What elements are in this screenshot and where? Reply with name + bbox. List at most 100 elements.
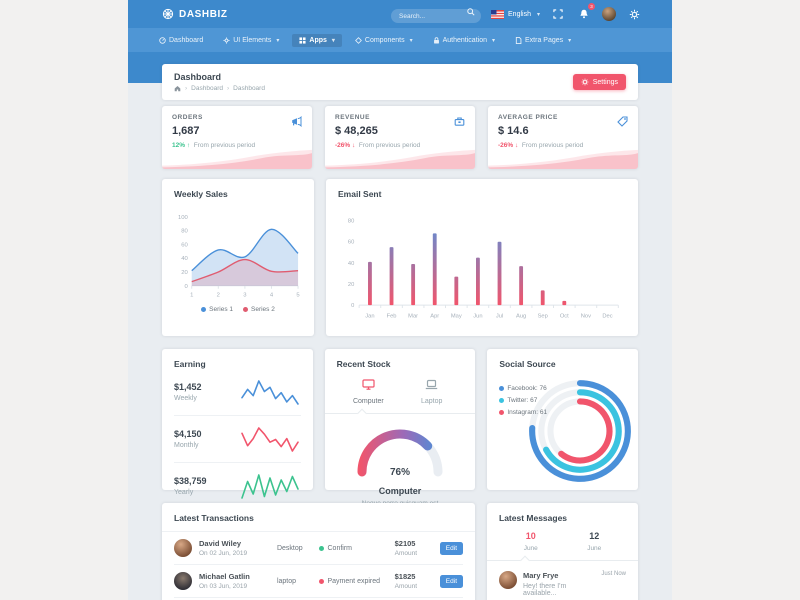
nav-label: Apps (309, 36, 327, 44)
notifications-button[interactable]: 3 (576, 3, 595, 22)
social-radial-chart (529, 380, 631, 483)
breadcrumb-separator (227, 85, 229, 92)
nav-item-ui-elements[interactable]: UI Elements (216, 34, 286, 47)
home-icon (174, 85, 181, 92)
svg-text:20: 20 (348, 282, 354, 288)
svg-text:Jun: Jun (473, 314, 482, 320)
nav-label: UI Elements (233, 36, 272, 44)
earning-amount: $4,150 (174, 429, 202, 440)
language-selector[interactable]: English (491, 9, 540, 19)
earning-row: $4,150 Monthly (174, 416, 301, 464)
stat-value: $ 48,265 (335, 125, 378, 137)
monthly-sparkline-chart (240, 427, 299, 453)
stat-card-average-price: AVERAGE PRICE $ 14.6 -26% ↓ From previou… (488, 106, 638, 169)
transaction-date: On 02 Jun, 2019 (199, 550, 248, 558)
file-icon (515, 36, 522, 44)
panel-title: Weekly Sales (174, 189, 228, 199)
edit-button[interactable]: Edit (439, 541, 463, 555)
transaction-name: David Wiley (199, 539, 242, 549)
nav-item-apps[interactable]: Apps (292, 33, 342, 47)
settings-label: Settings (592, 78, 618, 86)
avatar (499, 571, 517, 590)
stat-value: 1,687 (172, 125, 200, 137)
status-dot (318, 545, 324, 551)
earning-row: $38,759 Yearly (174, 463, 301, 509)
stat-delta: -26% ↓ From previous period (498, 142, 584, 149)
panel-title: Earning (174, 359, 206, 370)
avatar (174, 572, 192, 591)
svg-text:5: 5 (296, 293, 300, 299)
tab-label: Computer (352, 398, 384, 406)
breadcrumb-item[interactable]: Dashboard (233, 85, 265, 92)
svg-text:Jan: Jan (365, 314, 374, 320)
bell-icon (580, 9, 588, 19)
earning-period: Yearly (174, 489, 194, 497)
edit-button[interactable]: Edit (439, 574, 463, 588)
nav-item-dashboard[interactable]: Dashboard (152, 34, 210, 47)
nav-item-components[interactable]: Components (348, 34, 420, 47)
tab-june-10[interactable]: 10 June (499, 531, 563, 552)
svg-text:Feb: Feb (387, 314, 397, 320)
stat-label: REVENUE (335, 114, 370, 121)
brand-name: DASHBIZ (179, 8, 228, 20)
svg-text:80: 80 (181, 229, 188, 235)
legend-label: Series 2 (251, 305, 275, 313)
tab-june-12[interactable]: 12 June (563, 531, 627, 552)
notification-badge: 3 (588, 3, 595, 10)
settings-button[interactable]: Settings (572, 74, 626, 90)
decorative-wave (162, 149, 312, 169)
legend-dot (499, 410, 505, 416)
search-input[interactable] (391, 9, 482, 24)
legend-dot (243, 306, 248, 312)
legend-dot (499, 398, 505, 404)
stat-label: AVERAGE PRICE (498, 114, 558, 121)
yearly-sparkline-chart (240, 474, 299, 500)
panel-social-source: Social Source Facebook: 76 Twitter: 67 I… (487, 349, 638, 491)
nav-label: Extra Pages (525, 36, 564, 44)
fullscreen-button[interactable] (550, 6, 566, 22)
tab-month: June (523, 545, 538, 553)
tab-computer[interactable]: Computer (337, 377, 400, 405)
earning-period: Weekly (174, 395, 197, 403)
svg-text:Jul: Jul (496, 314, 503, 320)
tab-day: 10 (525, 531, 536, 542)
transaction-row: Michael Gatlin On 03 Jun, 2019 laptop Pay… (174, 565, 463, 599)
panel-earning: Earning $1,452 Weekly $4,150 Monthly $38,7… (162, 349, 313, 500)
svg-text:40: 40 (348, 261, 354, 267)
weekly-sales-chart: 0 20 40 60 80 100 1 2 3 4 5 (178, 215, 300, 299)
nav-label: Components (364, 36, 405, 44)
message-sender: Mary Frye (523, 571, 559, 581)
svg-text:80: 80 (348, 219, 354, 225)
user-avatar[interactable] (602, 7, 616, 21)
svg-text:Oct: Oct (560, 314, 569, 320)
settings-button-top[interactable] (626, 6, 642, 22)
message-time: Just Now (601, 571, 626, 578)
legend-label: Instagram: 61 (507, 409, 548, 417)
stat-card-orders: ORDERS 1,687 12% ↑ From previous period (162, 106, 312, 169)
nav-item-authentication[interactable]: Authentication (426, 34, 502, 47)
decorative-wave (488, 149, 638, 169)
message-item[interactable]: Mary Frye Hey! there I'm available... Ju… (499, 561, 626, 597)
breadcrumb: Dashboard Dashboard (174, 85, 265, 92)
stat-card-revenue: REVENUE $ 48,265 -26% ↓ From previous pe… (325, 106, 475, 169)
main-nav: Dashboard UI Elements Apps Components Au… (128, 28, 672, 52)
tab-laptop[interactable]: Laptop (400, 377, 463, 405)
gear-icon (629, 9, 639, 19)
social-legend: Facebook: 76 Twitter: 67 Instagram: 61 (499, 385, 547, 416)
nav-item-extra-pages[interactable]: Extra Pages (508, 34, 578, 47)
panel-latest-messages: Latest Messages 10 June 12 June Mary F (487, 503, 638, 600)
svg-text:4: 4 (270, 293, 274, 299)
svg-text:60: 60 (181, 242, 188, 248)
gear-icon (223, 36, 230, 44)
svg-text:3: 3 (243, 293, 247, 299)
status-dot (318, 578, 324, 584)
decorative-wave (325, 149, 475, 169)
megaphone-icon (291, 114, 302, 132)
brand[interactable]: DASHBIZ (162, 8, 228, 20)
transaction-amount: $1825 (394, 572, 416, 582)
svg-text:Aug: Aug (516, 314, 526, 320)
search-box (391, 5, 482, 24)
stat-value: $ 14.6 (498, 125, 529, 137)
breadcrumb-item[interactable]: Dashboard (191, 85, 223, 92)
panel-weekly-sales: Weekly Sales 0 20 40 60 80 100 1 2 3 4 5 Series 1 … (162, 179, 314, 337)
